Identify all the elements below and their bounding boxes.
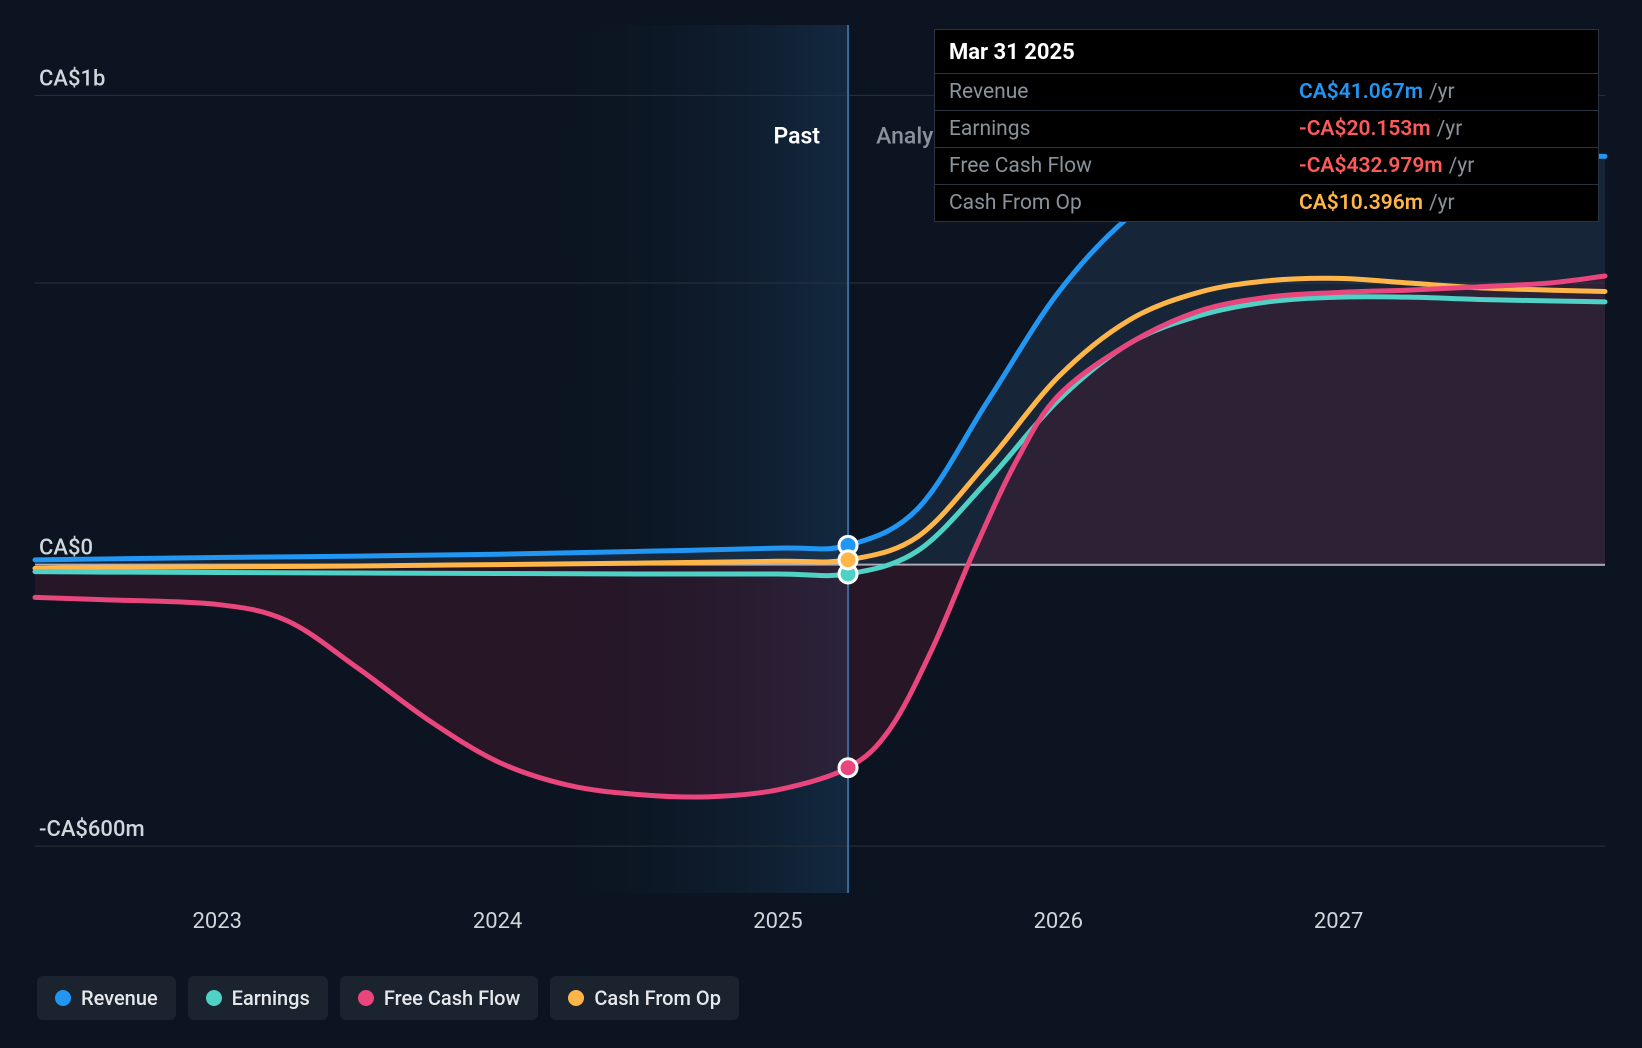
x-axis-label: 2024 [473, 909, 522, 934]
tooltip-row-label: Cash From Op [949, 191, 1299, 215]
legend-label: Free Cash Flow [384, 986, 521, 1010]
free-cash-flow-marker [839, 759, 857, 777]
x-axis-label: 2026 [1034, 909, 1083, 934]
legend: Revenue Earnings Free Cash Flow Cash From O… [37, 976, 739, 1020]
legend-label: Revenue [81, 986, 158, 1010]
legend-item-revenue[interactable]: Revenue [37, 976, 176, 1020]
legend-dot [55, 990, 71, 1006]
tooltip-date: Mar 31 2025 [935, 30, 1598, 74]
tooltip-row-label: Earnings [949, 117, 1299, 141]
x-axis-label: 2023 [192, 909, 241, 934]
tooltip-row: Free Cash Flow-CA$432.979m/yr [935, 148, 1598, 185]
legend-dot [206, 990, 222, 1006]
tooltip-row-value: -CA$432.979m [1299, 154, 1443, 178]
legend-dot [358, 990, 374, 1006]
tooltip-row-value: CA$41.067m [1299, 80, 1423, 104]
tooltip-row-value: -CA$20.153m [1299, 117, 1431, 141]
tooltip-row-unit: /yr [1429, 80, 1455, 104]
tooltip-row-unit: /yr [1429, 191, 1455, 215]
x-axis-label: 2025 [753, 909, 802, 934]
tooltip-row-value: CA$10.396m [1299, 191, 1423, 215]
past-region-label: Past [773, 122, 820, 149]
legend-item-free-cash-flow[interactable]: Free Cash Flow [340, 976, 539, 1020]
legend-dot [568, 990, 584, 1006]
hover-tooltip: Mar 31 2025 RevenueCA$41.067m/yrEarnings… [934, 29, 1599, 222]
legend-item-earnings[interactable]: Earnings [188, 976, 328, 1020]
tooltip-row-unit: /yr [1449, 154, 1475, 178]
tooltip-row: Earnings-CA$20.153m/yr [935, 111, 1598, 148]
x-axis-label: 2027 [1314, 909, 1363, 934]
tooltip-row-label: Revenue [949, 80, 1299, 104]
cash-from-op-marker [839, 551, 857, 569]
tooltip-row: RevenueCA$41.067m/yr [935, 74, 1598, 111]
legend-item-cash-from-op[interactable]: Cash From Op [550, 976, 739, 1020]
y-axis-label: -CA$600m [39, 817, 145, 842]
legend-label: Earnings [232, 986, 310, 1010]
y-axis-label: CA$1b [39, 66, 105, 91]
tooltip-row-unit: /yr [1437, 117, 1463, 141]
legend-label: Cash From Op [594, 986, 721, 1010]
financials-chart: CA$1bCA$0-CA$600m20232024202520262027Pas… [0, 0, 1642, 1048]
tooltip-row-label: Free Cash Flow [949, 154, 1299, 178]
tooltip-row: Cash From OpCA$10.396m/yr [935, 185, 1598, 221]
